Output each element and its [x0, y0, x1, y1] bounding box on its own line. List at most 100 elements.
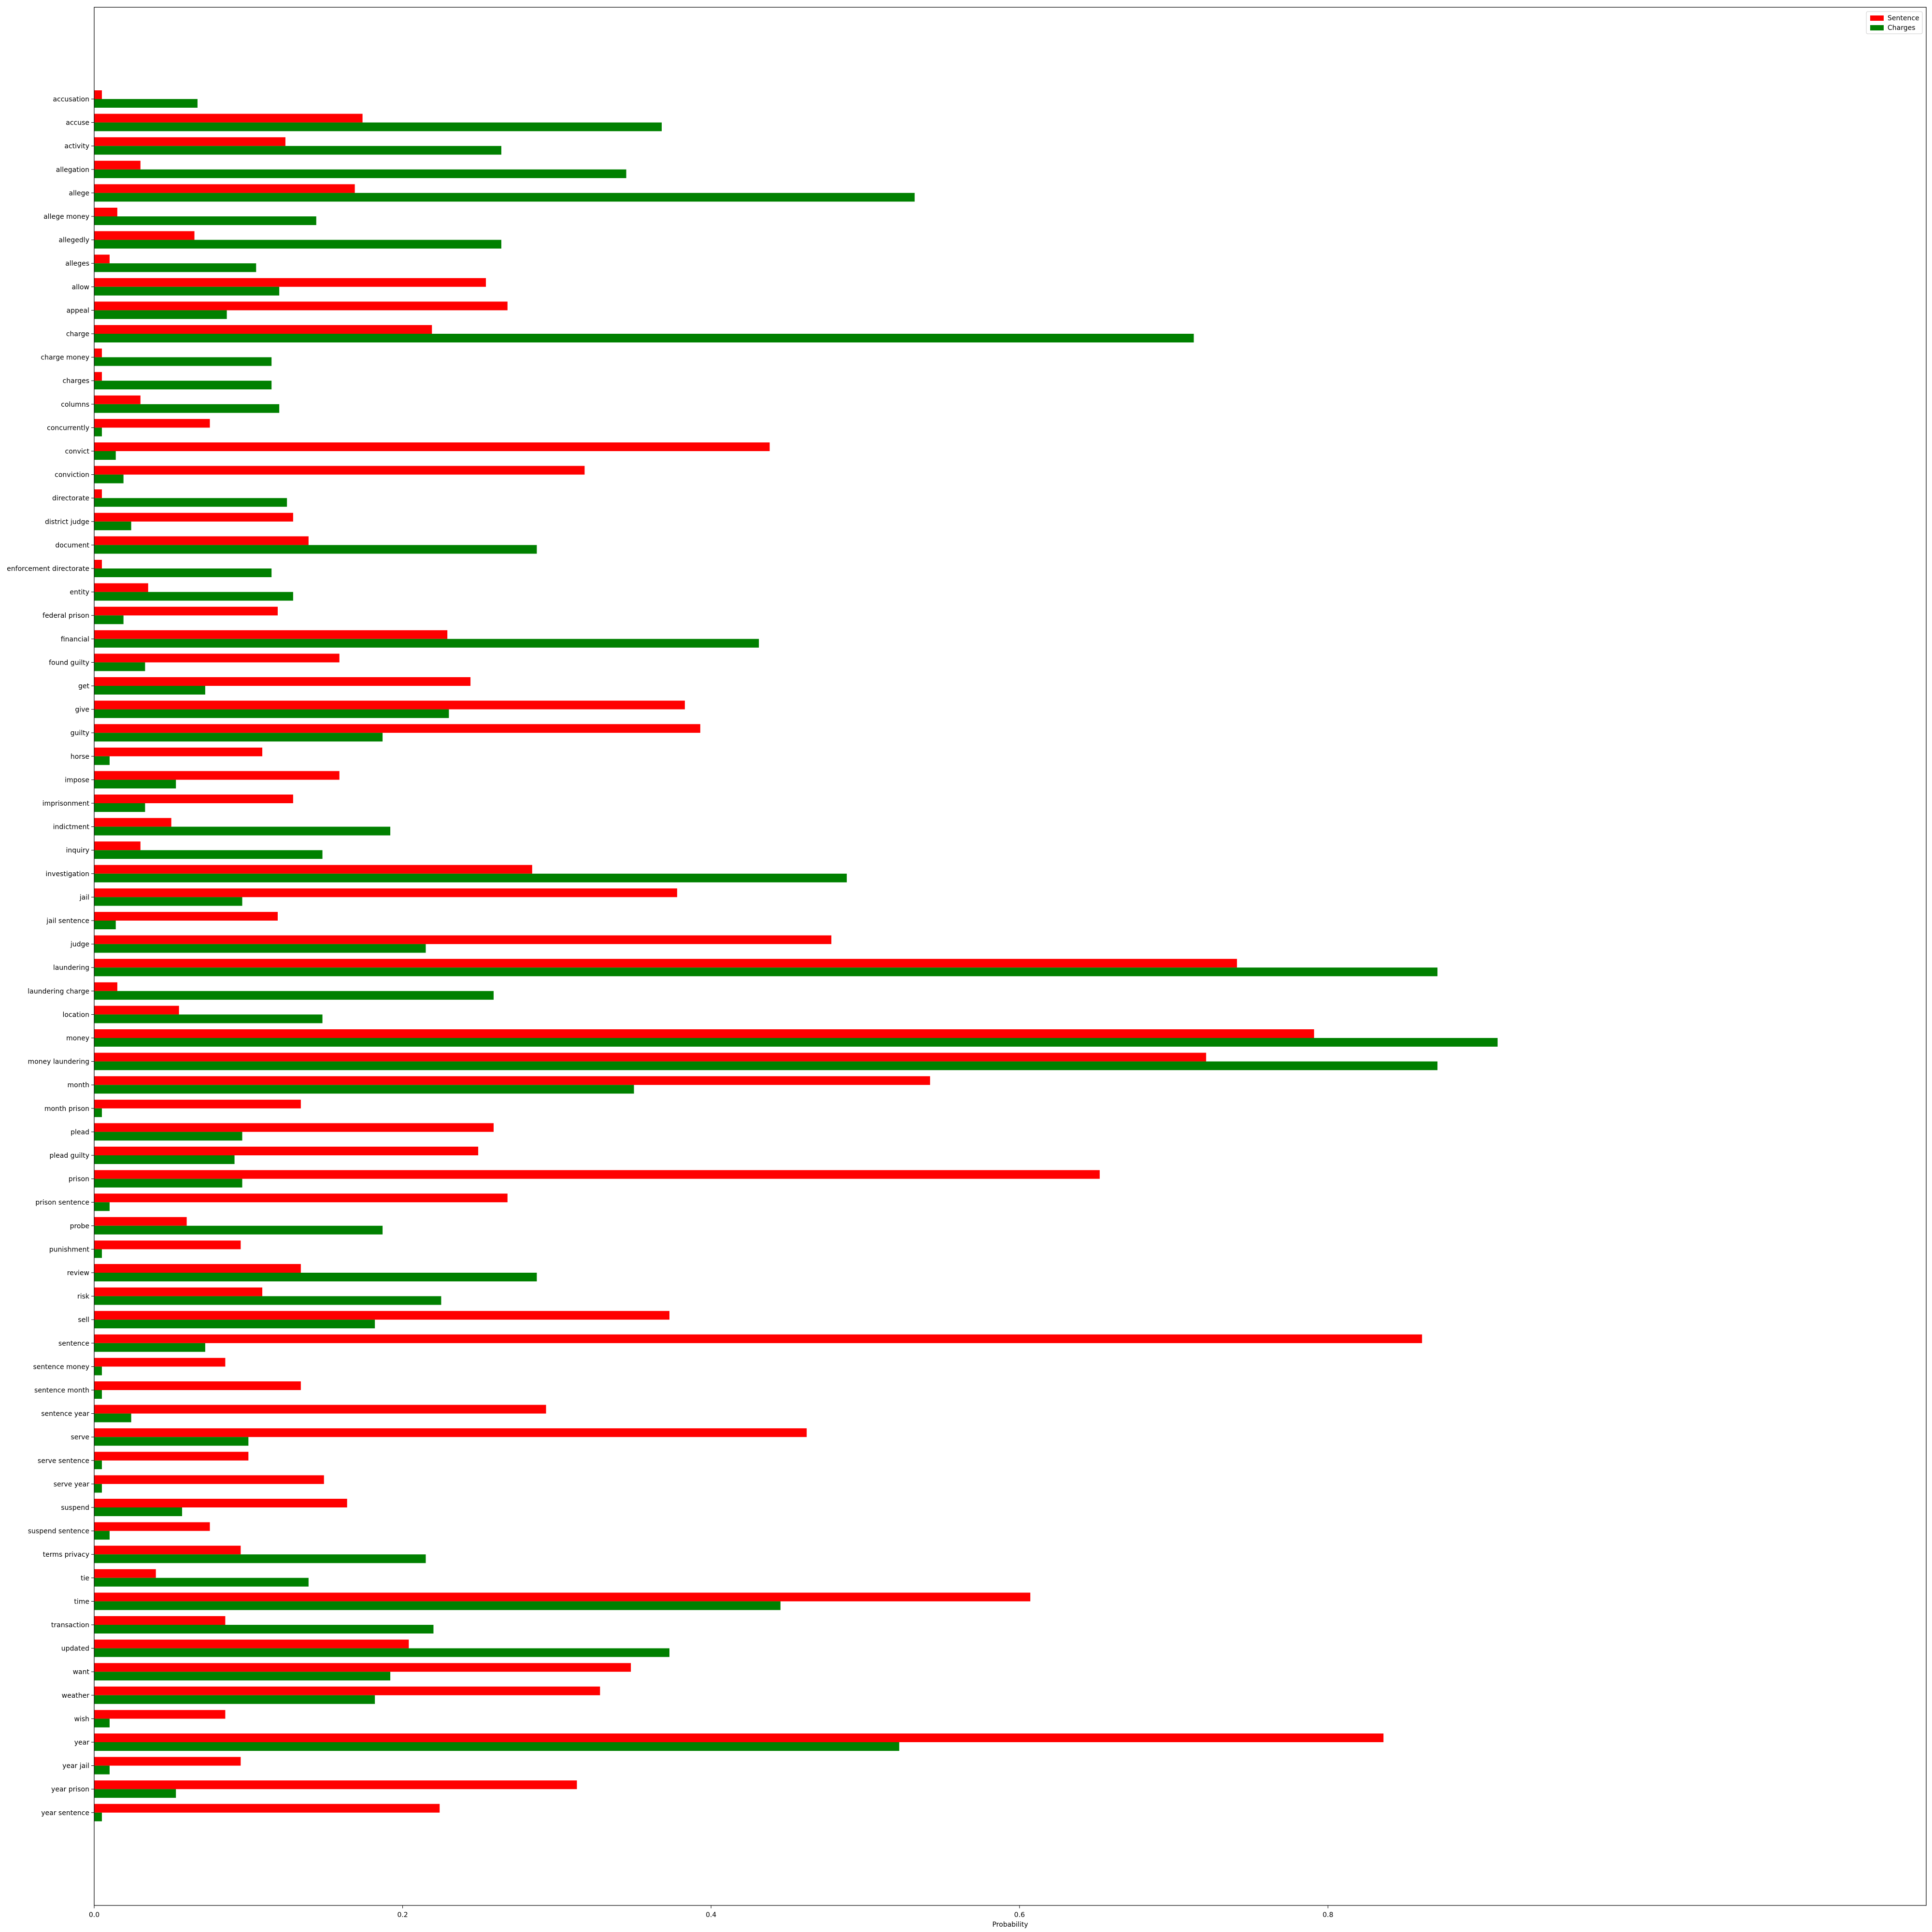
- bar-sentence-charges: [94, 372, 102, 381]
- y-tick-label: conviction: [55, 471, 89, 479]
- bar-charges-jail: [94, 897, 242, 906]
- y-tick-label: serve: [71, 1434, 89, 1441]
- legend-swatch-charges: [1870, 25, 1884, 30]
- bar-sentence-guilty: [94, 724, 700, 733]
- y-tick-label: jail sentence: [46, 917, 89, 925]
- y-tick-label: suspend: [61, 1504, 89, 1512]
- bar-sentence-punishment: [94, 1240, 241, 1250]
- bar-charges-money-laundering: [94, 1061, 1438, 1070]
- y-tick-label: district judge: [45, 518, 89, 526]
- bar-charges-sentence-year: [94, 1413, 131, 1422]
- bar-sentence-jail-sentence: [94, 912, 278, 921]
- bar-charges-laundering: [94, 967, 1438, 977]
- y-tick-label: activity: [64, 142, 89, 150]
- bar-charges-guilty: [94, 733, 383, 742]
- y-tick-label: directorate: [52, 495, 89, 502]
- y-tick-label: money: [66, 1035, 89, 1042]
- y-tick-label: month prison: [44, 1105, 89, 1113]
- bar-charges-terms-privacy: [94, 1554, 426, 1563]
- bar-sentence-get: [94, 677, 471, 686]
- bar-sentence-money: [94, 1029, 1314, 1038]
- bar-sentence-month-prison: [94, 1099, 301, 1108]
- bar-charges-impose: [94, 780, 176, 789]
- bar-charges-concurrently: [94, 427, 102, 437]
- legend-label-sentence: Sentence: [1888, 14, 1919, 22]
- bar-charges-horse: [94, 756, 110, 765]
- bar-charges-financial: [94, 639, 759, 648]
- bar-sentence-district-judge: [94, 512, 293, 522]
- bar-sentence-imprisonment: [94, 795, 293, 803]
- bar-charges-weather: [94, 1695, 375, 1704]
- bar-charges-prison: [94, 1179, 242, 1188]
- x-tick-label: 0.4: [706, 1911, 716, 1919]
- bar-charges-convict: [94, 451, 116, 460]
- bar-sentence-risk: [94, 1287, 263, 1296]
- bar-sentence-sell: [94, 1311, 669, 1320]
- bar-sentence-allegedly: [94, 231, 195, 240]
- bar-charges-tie: [94, 1577, 309, 1587]
- bar-charges-give: [94, 709, 449, 718]
- bar-charges-activity: [94, 146, 501, 155]
- bar-sentence-impose: [94, 771, 340, 780]
- y-tick-label: sentence money: [33, 1363, 90, 1371]
- bar-charges-found-guilty: [94, 662, 145, 671]
- y-tick-label: federal prison: [43, 612, 89, 620]
- bar-charges-year-jail: [94, 1765, 110, 1775]
- y-tick-label: tie: [81, 1575, 89, 1582]
- bar-sentence-weather: [94, 1686, 600, 1695]
- y-tick-label: year prison: [51, 1786, 89, 1793]
- bar-sentence-year-jail: [94, 1757, 241, 1766]
- y-tick-label: sentence year: [41, 1410, 89, 1418]
- x-tick-label: 0.2: [397, 1911, 408, 1919]
- bar-charges-accuse: [94, 122, 662, 131]
- bar-charges-probe: [94, 1225, 383, 1235]
- bar-sentence-convict: [94, 442, 770, 451]
- bar-sentence-year: [94, 1733, 1384, 1742]
- bar-charges-location: [94, 1014, 323, 1023]
- y-tick-label: appeal: [67, 307, 89, 314]
- y-tick-label: want: [73, 1668, 90, 1676]
- bar-sentence-charge: [94, 325, 432, 334]
- y-tick-label: accusation: [53, 96, 89, 103]
- bar-charges-serve-year: [94, 1484, 102, 1493]
- bar-charges-year-sentence: [94, 1812, 102, 1821]
- y-tick-label: indictment: [53, 824, 90, 831]
- y-tick-label: allege money: [43, 213, 89, 221]
- bar-sentence-probe: [94, 1217, 187, 1226]
- y-tick-label: punishment: [49, 1246, 90, 1253]
- bar-sentence-horse: [94, 747, 263, 756]
- y-axis: accusation accuse activity allegation allege…: [7, 96, 94, 1817]
- x-tick-label: 0.8: [1322, 1911, 1333, 1919]
- bar-charges-allegation: [94, 169, 626, 178]
- bar-charges-money: [94, 1038, 1498, 1047]
- bar-sentence-allege-money: [94, 208, 117, 216]
- y-tick-label: horse: [71, 753, 89, 761]
- bar-charges-entity: [94, 592, 293, 601]
- bar-sentence-investigation: [94, 865, 532, 874]
- y-tick-label: weather: [62, 1692, 90, 1700]
- bar-sentence-serve-sentence: [94, 1451, 249, 1461]
- bar-charges-appeal: [94, 310, 227, 319]
- bar-sentence-give: [94, 700, 685, 710]
- y-tick-label: laundering: [53, 964, 89, 972]
- y-tick-label: impose: [65, 776, 89, 784]
- bar-charges-serve: [94, 1437, 249, 1446]
- bar-sentence-concurrently: [94, 419, 210, 428]
- y-tick-label: entity: [70, 589, 89, 597]
- bar-sentence-inquiry: [94, 841, 141, 851]
- bar-sentence-laundering-charge: [94, 982, 117, 991]
- bar-charges-wish: [94, 1719, 110, 1728]
- bar-charges-conviction: [94, 474, 124, 483]
- bar-charges-enforcement-directorate: [94, 568, 272, 577]
- y-tick-label: allegation: [56, 166, 89, 174]
- y-tick-label: location: [62, 1011, 89, 1019]
- y-tick-label: time: [74, 1598, 89, 1605]
- bar-sentence-entity: [94, 583, 148, 592]
- bar-sentence-month: [94, 1076, 930, 1085]
- y-tick-label: sentence: [58, 1340, 89, 1348]
- y-tick-label: plead: [71, 1128, 89, 1136]
- bar-charges-plead: [94, 1132, 242, 1141]
- x-tick-label: 0.6: [1014, 1911, 1025, 1919]
- plot-frame: [94, 7, 1927, 1906]
- bar-charges-directorate: [94, 498, 287, 507]
